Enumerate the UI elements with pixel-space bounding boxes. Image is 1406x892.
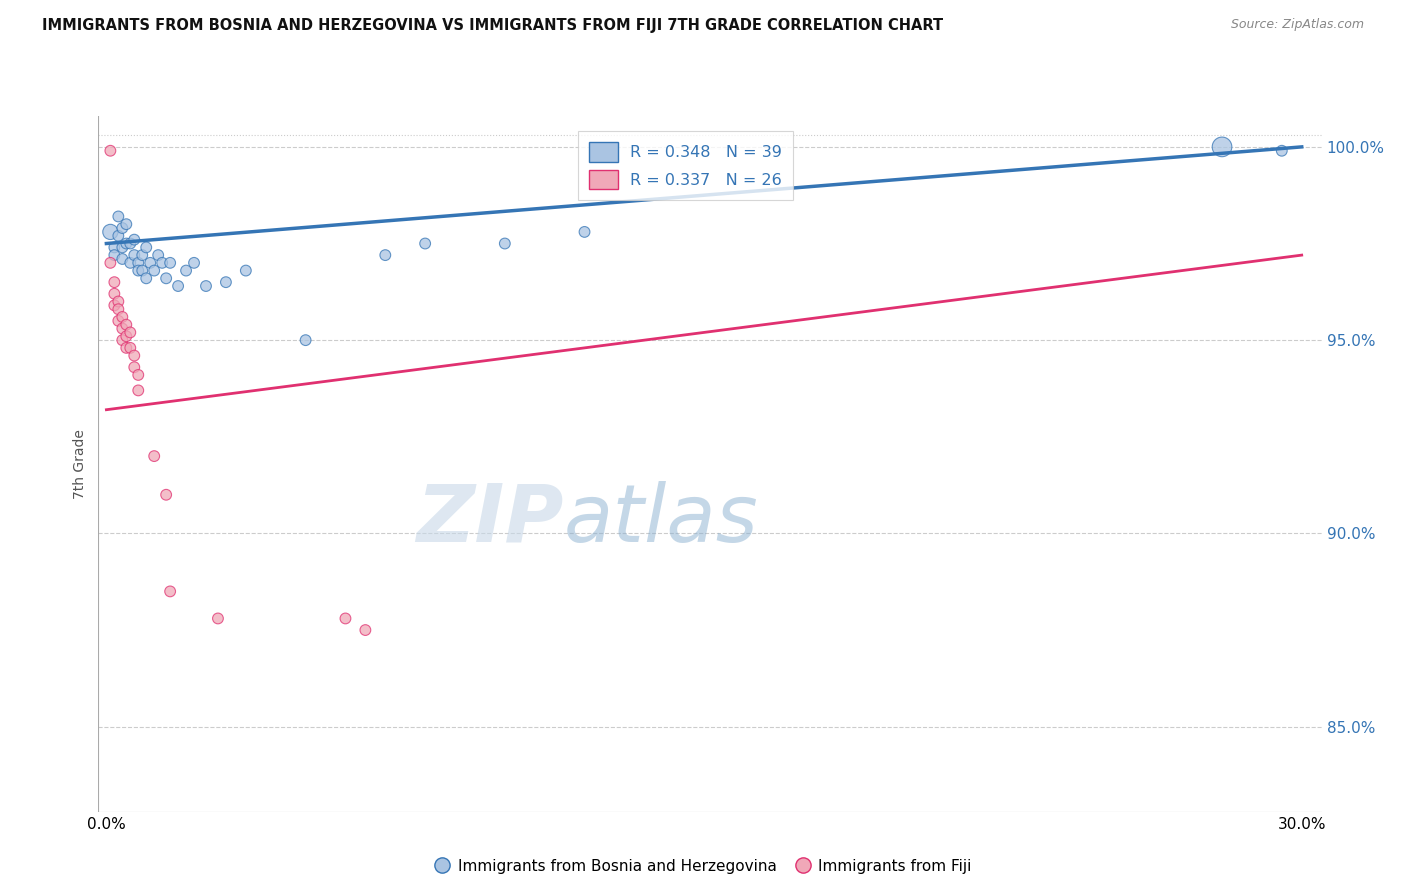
Text: atlas: atlas <box>564 481 758 558</box>
Point <box>235 263 257 277</box>
Point <box>111 221 134 235</box>
Point <box>103 248 125 262</box>
Point <box>574 225 596 239</box>
Point <box>107 210 129 224</box>
Text: IMMIGRANTS FROM BOSNIA AND HERZEGOVINA VS IMMIGRANTS FROM FIJI 7TH GRADE CORRELA: IMMIGRANTS FROM BOSNIA AND HERZEGOVINA V… <box>42 18 943 33</box>
Point <box>143 449 166 463</box>
Point <box>155 271 177 285</box>
Point <box>150 256 173 270</box>
Point <box>111 252 134 266</box>
Point <box>143 263 166 277</box>
Point <box>135 271 157 285</box>
Legend: R = 0.348   N = 39, R = 0.337   N = 26: R = 0.348 N = 39, R = 0.337 N = 26 <box>578 131 793 200</box>
Point <box>167 279 190 293</box>
Point <box>127 263 149 277</box>
Point <box>111 240 134 254</box>
Y-axis label: 7th Grade: 7th Grade <box>73 429 87 499</box>
Point <box>174 263 197 277</box>
Point <box>111 321 134 335</box>
Point <box>120 341 142 355</box>
Point <box>127 368 149 382</box>
Point <box>124 233 146 247</box>
Point <box>215 275 238 289</box>
Point <box>111 333 134 347</box>
Point <box>103 240 125 254</box>
Point <box>103 286 125 301</box>
Point <box>120 236 142 251</box>
Point <box>374 248 396 262</box>
Text: ZIP: ZIP <box>416 481 564 558</box>
Point <box>159 256 181 270</box>
Point <box>100 225 122 239</box>
Point <box>354 623 377 637</box>
Point <box>103 298 125 312</box>
Point <box>494 236 516 251</box>
Point <box>127 384 149 398</box>
Point <box>135 240 157 254</box>
Point <box>131 263 153 277</box>
Point <box>120 326 142 340</box>
Point <box>413 236 436 251</box>
Point <box>127 256 149 270</box>
Point <box>107 294 129 309</box>
Point <box>1271 144 1294 158</box>
Point <box>124 360 146 375</box>
Point <box>148 248 170 262</box>
Point <box>115 341 138 355</box>
Point <box>100 144 122 158</box>
Point <box>115 236 138 251</box>
Point <box>107 302 129 317</box>
Point <box>155 488 177 502</box>
Point <box>124 248 146 262</box>
Point <box>195 279 218 293</box>
Point <box>139 256 162 270</box>
Point <box>335 611 357 625</box>
Point <box>115 329 138 343</box>
Point <box>107 314 129 328</box>
Point <box>183 256 205 270</box>
Legend: Immigrants from Bosnia and Herzegovina, Immigrants from Fiji: Immigrants from Bosnia and Herzegovina, … <box>429 853 977 880</box>
Point <box>107 228 129 243</box>
Point <box>115 318 138 332</box>
Point <box>294 333 316 347</box>
Point <box>100 256 122 270</box>
Point <box>115 217 138 231</box>
Point <box>103 275 125 289</box>
Point <box>120 256 142 270</box>
Point <box>207 611 229 625</box>
Point <box>124 349 146 363</box>
Point <box>111 310 134 324</box>
Text: Source: ZipAtlas.com: Source: ZipAtlas.com <box>1230 18 1364 31</box>
Point <box>1211 140 1233 154</box>
Point <box>131 248 153 262</box>
Point <box>159 584 181 599</box>
